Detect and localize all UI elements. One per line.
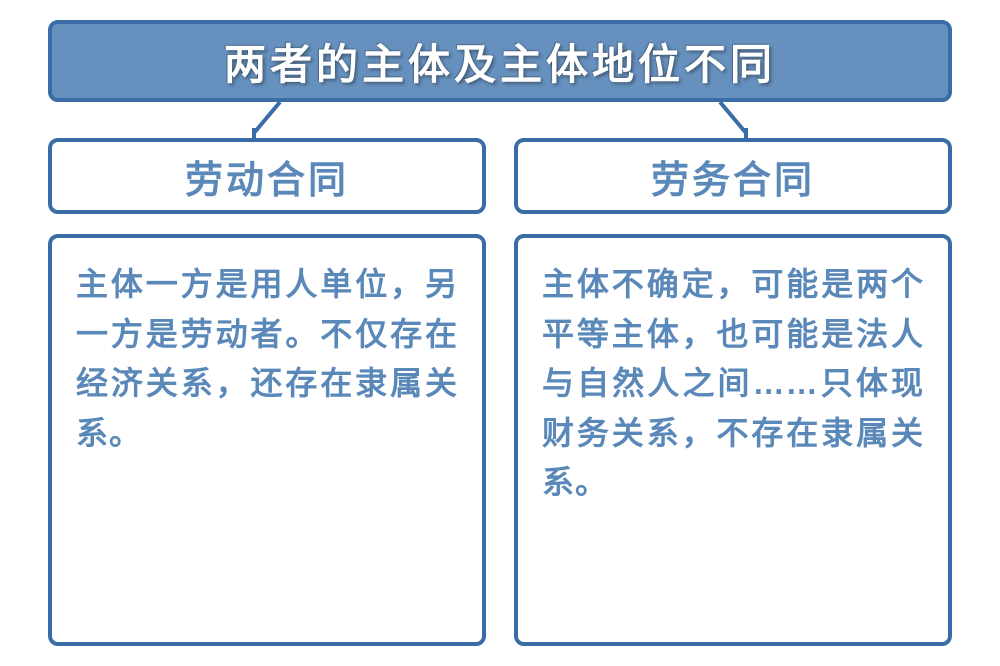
header-title: 两者的主体及主体地位不同: [224, 31, 776, 92]
left-content-text: 主体一方是用人单位，另一方是劳动者。不仅存在经济关系，还存在隶属关系。: [76, 266, 458, 451]
left-content-box: 主体一方是用人单位，另一方是劳动者。不仅存在经济关系，还存在隶属关系。: [48, 234, 486, 646]
right-subheader: 劳务合同: [514, 138, 952, 214]
left-subheader: 劳动合同: [48, 138, 486, 214]
left-subheader-title: 劳动合同: [185, 149, 349, 204]
right-subheader-title: 劳务合同: [651, 149, 815, 204]
right-content-text: 主体不确定，可能是两个平等主体，也可能是法人与自然人之间……只体现财务关系，不存…: [542, 266, 924, 500]
right-content-box: 主体不确定，可能是两个平等主体，也可能是法人与自然人之间……只体现财务关系，不存…: [514, 234, 952, 646]
connector-left-diag: [253, 101, 282, 134]
header-box: 两者的主体及主体地位不同: [48, 20, 952, 102]
connector-right-diag: [718, 101, 747, 134]
